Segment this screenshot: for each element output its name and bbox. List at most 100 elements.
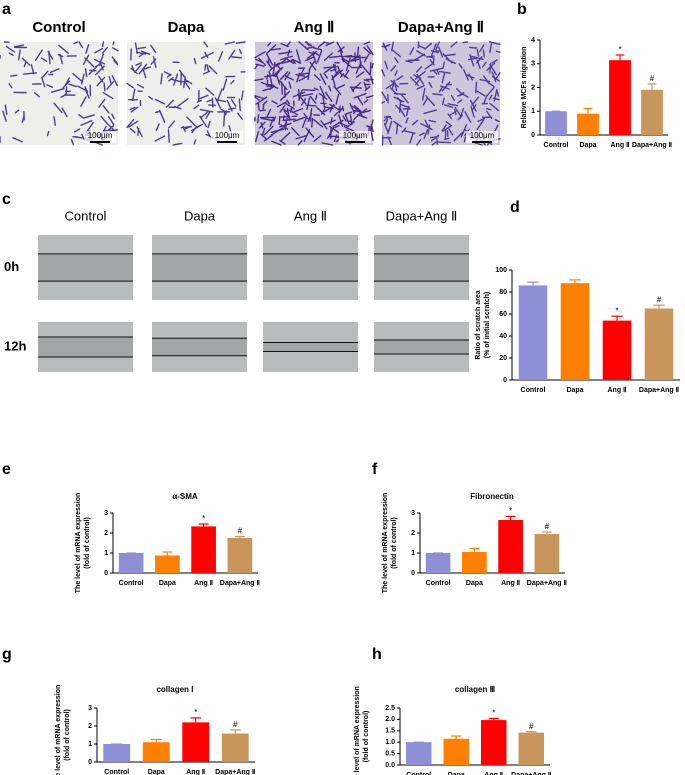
cell	[423, 109, 438, 115]
y-tick-label: 0.0	[385, 762, 395, 769]
cell	[13, 44, 25, 48]
cell	[301, 115, 308, 128]
cell	[8, 52, 14, 56]
cell	[142, 66, 152, 71]
panel-letter: c	[2, 191, 11, 208]
cell	[268, 70, 273, 85]
error-bar	[653, 304, 665, 309]
cell	[168, 120, 176, 129]
cell	[351, 82, 362, 92]
error-bar	[198, 523, 209, 527]
cell	[322, 96, 326, 109]
cell	[278, 79, 288, 91]
y-tick-label: 2.0	[385, 716, 395, 723]
cell	[48, 50, 51, 65]
cell	[155, 123, 160, 132]
cell	[418, 45, 426, 50]
x-tick-label: Dapa	[159, 580, 176, 587]
cell	[381, 101, 386, 104]
y-tick-label: 0	[104, 570, 108, 577]
y-axis-label: Relative MCFs migration	[521, 47, 528, 129]
cell	[102, 91, 114, 100]
cell	[305, 56, 314, 62]
cell	[135, 62, 143, 66]
cell	[391, 41, 394, 52]
cell	[342, 74, 349, 79]
cell	[440, 85, 450, 90]
cell	[320, 120, 328, 130]
cell	[271, 140, 282, 146]
cell	[356, 95, 364, 106]
y-axis-label: The level of mRNA expression	[382, 493, 389, 594]
cell	[80, 96, 87, 108]
cell	[100, 115, 109, 126]
cell	[381, 45, 386, 48]
cell	[309, 95, 317, 104]
scale-bar-bg	[466, 131, 498, 143]
scratch-gap	[263, 253, 358, 282]
cell	[425, 95, 435, 107]
cell	[390, 65, 397, 72]
y-tick-label: 60	[499, 311, 507, 318]
cell	[313, 74, 321, 81]
cell	[429, 67, 444, 72]
bar	[227, 538, 253, 573]
error-bar	[162, 551, 173, 556]
cell	[138, 53, 144, 58]
cell	[111, 56, 118, 64]
cell	[324, 119, 336, 126]
cell	[347, 121, 355, 128]
cell	[442, 124, 453, 132]
cell	[464, 111, 472, 123]
cell	[316, 49, 323, 63]
cell	[46, 130, 50, 137]
x-tick-label: Dapa+Ang Ⅱ	[511, 771, 551, 775]
cell	[254, 130, 260, 143]
cell	[8, 83, 13, 89]
error-bar	[583, 107, 593, 114]
cell	[471, 96, 480, 106]
cell	[384, 119, 389, 126]
cell	[281, 59, 295, 64]
cell	[73, 128, 81, 133]
x-tick-label: Control	[544, 142, 569, 149]
cell	[353, 105, 362, 113]
cell	[450, 94, 455, 101]
cell	[111, 113, 115, 120]
bar	[644, 308, 674, 380]
cell	[469, 54, 475, 67]
cell	[385, 82, 395, 90]
cell	[130, 106, 139, 113]
cell	[401, 127, 407, 133]
x-tick-label: Control	[521, 387, 546, 394]
cell	[474, 142, 483, 146]
cell	[394, 70, 398, 77]
cell	[462, 68, 469, 81]
error-bar	[469, 547, 480, 552]
bar	[609, 60, 631, 135]
cell	[126, 82, 134, 89]
cell	[290, 106, 293, 114]
cell	[4, 104, 8, 115]
cell	[292, 116, 306, 123]
image-label: Dapa+Ang Ⅱ	[398, 19, 484, 36]
cell	[448, 128, 454, 136]
cell	[366, 45, 374, 56]
cell	[422, 98, 428, 106]
cell	[333, 107, 344, 117]
cell	[329, 103, 342, 112]
cell	[486, 86, 495, 97]
x-tick-label: Ang Ⅱ	[186, 768, 205, 775]
cell	[365, 95, 374, 99]
cell	[280, 131, 291, 142]
cell	[381, 69, 386, 77]
cell	[291, 127, 300, 137]
cell	[280, 55, 294, 61]
cell	[311, 117, 314, 128]
cell	[298, 41, 309, 51]
y-tick-label: 3	[531, 61, 535, 68]
cell	[398, 102, 402, 114]
y-tick-label: 1.5	[385, 728, 395, 735]
cell	[130, 67, 138, 75]
x-tick-label: Control	[119, 580, 144, 587]
